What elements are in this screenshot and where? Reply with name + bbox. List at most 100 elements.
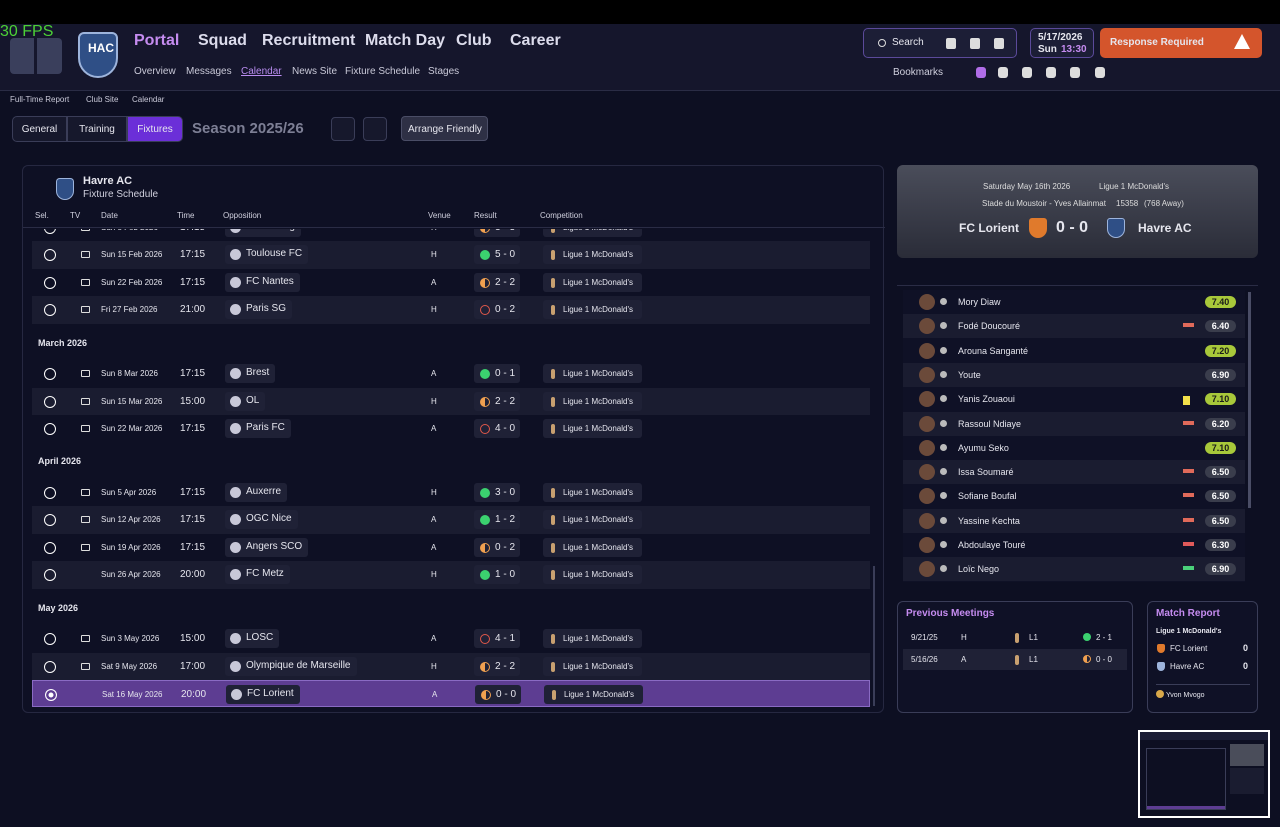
fixture-row[interactable]: Sun 15 Mar 2026 15:00 OL H 2 - 2 Ligue 1 McDo… <box>32 387 870 415</box>
player-row[interactable]: Rassoul Ndiaye 6.20 <box>903 411 1245 436</box>
breadcrumb-item[interactable]: Full-Time Report <box>10 95 70 104</box>
player-row[interactable]: Youte 6.90 <box>903 362 1245 387</box>
fixture-row[interactable]: Sun 26 Apr 2026 20:00 FC Metz H 1 - 0 Ligue 1… <box>32 561 870 589</box>
tab-button[interactable]: Training <box>67 116 127 142</box>
fixture-row[interactable]: Sun 8 Feb 2026 17:15 Strasbourg H 3 - 3 Ligue… <box>32 229 870 241</box>
fixture-row[interactable]: Sun 22 Feb 2026 17:15 FC Nantes A 2 - 2 Ligue… <box>32 269 870 296</box>
opponent-chip[interactable]: FC Nantes <box>225 272 300 292</box>
tab-label: Fixtures <box>137 124 173 135</box>
select-radio[interactable] <box>44 249 56 262</box>
select-radio[interactable] <box>44 423 56 435</box>
player-row[interactable]: Loïc Nego 6.90 <box>903 557 1245 582</box>
player-row[interactable]: Fodé Doucouré 6.40 <box>903 314 1245 339</box>
bookmarks-button[interactable]: Bookmarks <box>893 67 944 78</box>
current-day: Sun <box>1038 44 1057 55</box>
quick-icon[interactable] <box>1095 67 1105 78</box>
breadcrumb-item[interactable]: Calendar <box>132 95 165 104</box>
select-radio[interactable] <box>44 304 56 317</box>
prev-season[interactable] <box>331 117 355 141</box>
response-required-button[interactable]: Response Required <box>1100 28 1262 58</box>
opponent-chip[interactable]: Strasbourg <box>225 229 301 237</box>
select-radio[interactable] <box>44 514 56 527</box>
fixture-row[interactable]: Sun 15 Feb 2026 17:15 Toulouse FC H 5 - 0 Lig… <box>32 241 870 269</box>
opponent-chip[interactable]: Paris FC <box>225 419 291 438</box>
sub-menu-item[interactable]: Calendar <box>241 66 282 77</box>
main-menu-item[interactable]: Squad <box>198 32 247 49</box>
opponent-chip[interactable]: LOSC <box>225 629 280 649</box>
main-menu-item[interactable]: Club <box>456 32 492 49</box>
select-radio[interactable] <box>44 569 56 582</box>
fixture-row[interactable]: Sun 22 Mar 2026 17:15 Paris FC A 4 - 0 Ligue … <box>32 415 870 442</box>
fixture-row[interactable]: Sun 3 May 2026 15:00 LOSC A 4 - 1 Ligue 1 McD… <box>32 625 870 652</box>
player-name: Youte <box>958 369 981 380</box>
opponent-chip[interactable]: OL <box>225 391 266 411</box>
main-menu-item[interactable]: Recruitment <box>262 32 356 49</box>
sub-menu-item[interactable]: Fixture Schedule <box>345 66 421 77</box>
select-radio[interactable] <box>44 487 56 499</box>
player-row[interactable]: Ayumu Seko 7.10 <box>903 436 1245 460</box>
next-season[interactable] <box>363 117 387 141</box>
tab-button[interactable]: Fixtures <box>127 116 183 142</box>
sub-menu-item[interactable]: News Site <box>292 66 338 77</box>
player-row[interactable]: Yanis Zouaoui 7.10 <box>903 387 1245 411</box>
player-row[interactable]: Mory Diaw 7.40 <box>903 290 1245 314</box>
fixture-row[interactable]: Sat 9 May 2026 17:00 Olympique de Marseill… <box>32 652 870 680</box>
back-button[interactable] <box>10 38 34 74</box>
breadcrumb-item[interactable]: Club Site <box>86 95 119 104</box>
fixture-row[interactable]: Sun 8 Mar 2026 17:15 Brest A 0 - 1 Ligue 1 Mc… <box>32 360 870 387</box>
quick-icon[interactable] <box>1070 67 1080 78</box>
opponent-chip[interactable]: Olympique de Marseille <box>225 656 357 676</box>
select-radio[interactable] <box>44 541 56 554</box>
opponent-chip[interactable]: FC Metz <box>225 565 290 585</box>
quick-icon[interactable] <box>998 67 1008 78</box>
fixture-result: 2 - 2 <box>495 660 516 672</box>
player-row[interactable]: Yassine Kechta 6.50 <box>903 508 1245 533</box>
opponent-chip[interactable]: FC Lorient <box>226 685 300 704</box>
opponent-chip[interactable]: Paris SG <box>225 300 293 320</box>
fixture-row[interactable]: Sun 5 Apr 2026 17:15 Auxerre H 3 - 0 Ligue 1 … <box>32 479 870 506</box>
fixture-row[interactable]: Sun 19 Apr 2026 17:15 Angers SCO A 0 - 2 Ligu… <box>32 534 870 561</box>
player-name: Ayumu Seko <box>958 442 1009 453</box>
select-radio[interactable] <box>44 395 56 408</box>
opponent-chip[interactable]: Toulouse FC <box>225 245 309 265</box>
opponent-crest <box>230 487 241 498</box>
player-icon <box>940 492 947 500</box>
opponent-chip[interactable]: OGC Nice <box>225 510 298 530</box>
forward-button[interactable] <box>37 38 62 74</box>
select-radio[interactable] <box>44 660 56 673</box>
sub-menu-item[interactable]: Overview <box>134 66 176 77</box>
select-radio[interactable] <box>44 276 56 289</box>
fixture-row[interactable]: Sat 16 May 2026 20:00 FC Lorient A 0 - 0 Ligu… <box>32 680 870 707</box>
arrange-friendly-button[interactable]: Arrange Friendly <box>401 116 488 141</box>
player-row[interactable]: Issa Soumaré 6.50 <box>903 460 1245 485</box>
main-menu-item[interactable]: Career <box>510 32 561 49</box>
player-row[interactable]: Sofiane Boufal 6.50 <box>903 484 1245 508</box>
competition-icon <box>551 277 555 288</box>
opponent-chip[interactable]: Auxerre <box>225 483 288 502</box>
search-button[interactable]: Search <box>892 37 924 48</box>
quick-icon[interactable] <box>1022 67 1032 78</box>
sub-menu-item[interactable]: Stages <box>428 66 460 77</box>
toolbar-icon[interactable] <box>994 38 1004 49</box>
sub-menu-item[interactable]: Messages <box>186 66 232 77</box>
select-radio[interactable] <box>45 689 57 701</box>
toolbar-icon[interactable] <box>946 38 956 49</box>
tab-button[interactable]: General <box>12 116 67 142</box>
select-radio[interactable] <box>44 368 56 381</box>
toolbar-icon[interactable] <box>970 38 980 49</box>
opponent-chip[interactable]: Angers SCO <box>225 537 309 557</box>
fixture-row[interactable]: Sun 12 Apr 2026 17:15 OGC Nice A 1 - 2 Ligue … <box>32 506 870 534</box>
quick-icon[interactable] <box>976 67 986 78</box>
player-row[interactable]: Abdoulaye Touré 6.30 <box>903 533 1245 557</box>
player-rating-pill: 7.40 <box>1205 296 1236 308</box>
player-row[interactable]: Arouna Sanganté 7.20 <box>903 339 1245 363</box>
main-menu-item[interactable]: Portal <box>134 32 180 49</box>
month-header: April 2026 <box>38 456 82 467</box>
quick-icon[interactable] <box>1046 67 1056 78</box>
select-radio[interactable] <box>44 633 56 646</box>
fixture-row[interactable]: Fri 27 Feb 2026 21:00 Paris SG H 0 - 2 Ligue … <box>32 296 870 324</box>
select-radio[interactable] <box>44 229 56 234</box>
main-menu-item[interactable]: Match Day <box>365 32 446 49</box>
opponent-chip[interactable]: Brest <box>225 364 276 384</box>
season-selector[interactable]: Season 2025/26 <box>192 120 304 137</box>
